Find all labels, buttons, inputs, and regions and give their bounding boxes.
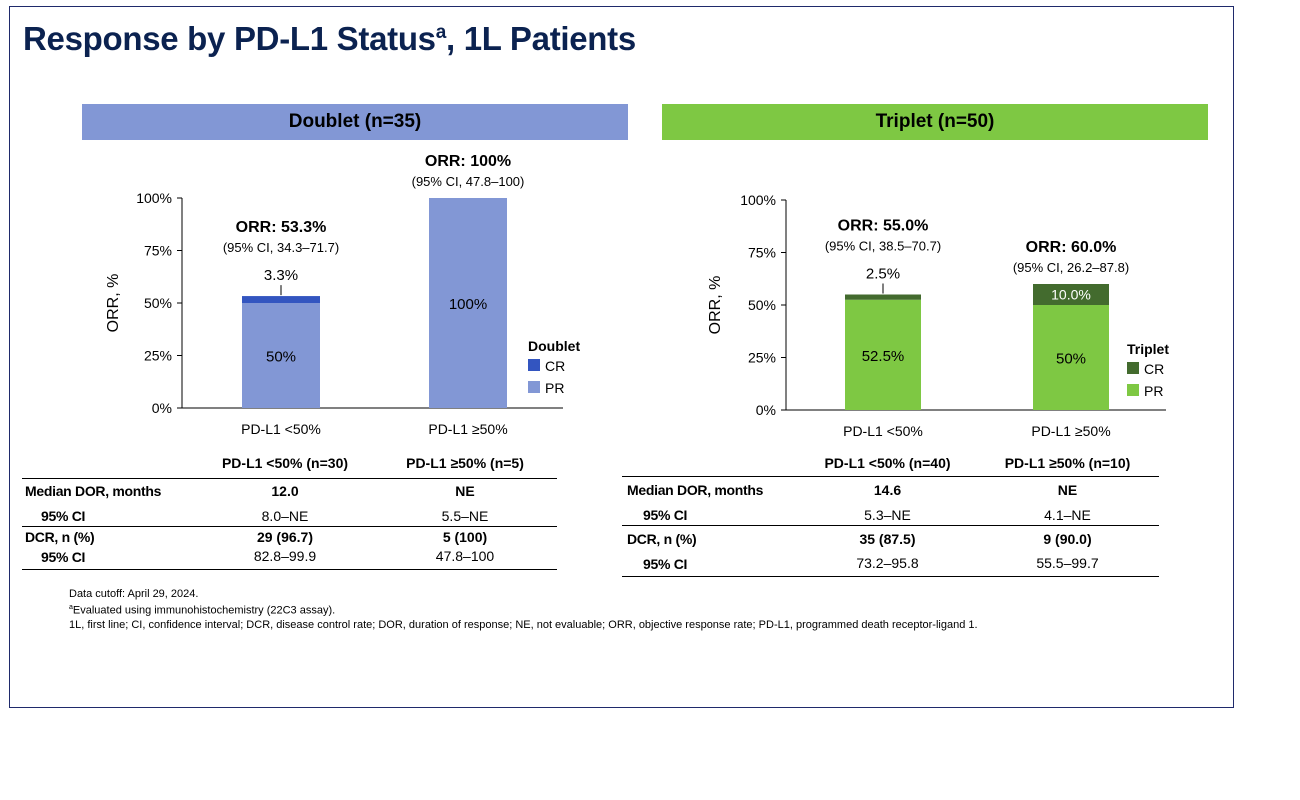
y-tick-label: 100% xyxy=(136,190,172,206)
table-cell: 29 (96.7) xyxy=(256,529,314,545)
table-cell: 82.8–99.9 xyxy=(253,548,317,564)
legend-label-cr: CR xyxy=(1144,361,1164,377)
slide-frame xyxy=(9,6,1234,708)
bar-pr xyxy=(1033,305,1109,410)
title-tail: , 1L Patients xyxy=(446,20,636,57)
triplet-banner: Triplet (n=50) xyxy=(662,104,1208,140)
table-row-label: DCR, n (%) xyxy=(627,531,697,547)
cr-data-label: 3.3% xyxy=(264,267,298,284)
table-cell: 35 (87.5) xyxy=(859,531,916,547)
footnotes: Data cutoff: April 29, 2024. aEvaluated … xyxy=(69,587,978,632)
table-cell: 4.1–NE xyxy=(1044,507,1091,523)
legend-swatch-cr xyxy=(1127,362,1139,374)
y-tick-label: 75% xyxy=(748,245,776,261)
triplet-col-header: PD-L1 ≥50% (n=10) xyxy=(1004,455,1131,471)
y-tick-label: 25% xyxy=(144,348,172,364)
table-cell: 47.8–100 xyxy=(435,548,495,564)
pr-data-label: 50% xyxy=(1056,351,1086,368)
table-divider xyxy=(622,525,1159,526)
ci-label: (95% CI, 47.8–100) xyxy=(412,174,525,189)
table-cell: NE xyxy=(455,483,475,499)
table-cell: 5.3–NE xyxy=(864,507,911,523)
y-tick-label: 0% xyxy=(152,400,172,416)
title-superscript: a xyxy=(435,22,447,43)
cr-data-label: 2.5% xyxy=(866,266,900,283)
legend-swatch-pr xyxy=(1127,384,1139,396)
table-cell: 9 (90.0) xyxy=(1043,531,1092,547)
table-row-label: Median DOR, months xyxy=(627,482,764,498)
table-row-label: DCR, n (%) xyxy=(25,529,95,545)
y-axis-title: ORR, % xyxy=(105,274,122,333)
bar-pr xyxy=(242,303,320,408)
x-tick-label: PD-L1 ≥50% xyxy=(428,421,507,437)
pr-data-label: 100% xyxy=(449,296,487,313)
table-row-label: 95% CI xyxy=(643,507,688,523)
y-tick-label: 50% xyxy=(144,295,172,311)
bar-pr xyxy=(845,299,921,410)
table-cell: 73.2–95.8 xyxy=(856,555,919,571)
title-main: Response by PD-L1 Status xyxy=(23,20,436,57)
ci-label: (95% CI, 26.2–87.8) xyxy=(1013,260,1129,275)
table-cell: 5 (100) xyxy=(442,529,488,545)
table-divider xyxy=(622,576,1159,577)
y-tick-label: 50% xyxy=(748,297,776,313)
table-divider xyxy=(22,526,557,527)
footnote-a: aEvaluated using immunohistochemistry (2… xyxy=(69,601,978,618)
legend-label-cr: CR xyxy=(545,358,565,374)
orr-label: ORR: 100% xyxy=(425,153,511,170)
legend-label-pr: PR xyxy=(545,380,564,396)
doublet-chart: 0% 25% 50% 75% 100% ORR, % 50% 3.3% (95% CI, 34.… xyxy=(105,153,580,437)
footnote-a-marker: a xyxy=(69,604,73,611)
table-cell: 12.0 xyxy=(271,483,299,499)
x-tick-label: PD-L1 ≥50% xyxy=(1031,423,1110,439)
table-cell: 8.0–NE xyxy=(261,508,309,524)
legend-swatch-pr xyxy=(528,381,540,393)
legend-title: Triplet xyxy=(1127,341,1169,357)
page-title: Response by PD-L1 Statusa, 1L Patients xyxy=(23,20,636,58)
table-cell: 55.5–99.7 xyxy=(1036,555,1099,571)
pr-data-label: 52.5% xyxy=(862,348,905,365)
orr-label: ORR: 55.0% xyxy=(838,218,929,235)
doublet-col-header: PD-L1 <50% (n=30) xyxy=(221,455,349,471)
x-tick-label: PD-L1 <50% xyxy=(843,423,923,439)
cr-data-label: 10.0% xyxy=(1051,287,1091,303)
table-divider xyxy=(622,476,1159,477)
bar-cr xyxy=(1033,284,1109,305)
triplet-col-header: PD-L1 <50% (n=40) xyxy=(824,455,951,471)
doublet-banner: Doublet (n=35) xyxy=(82,104,628,140)
footnote-cutoff: Data cutoff: April 29, 2024. xyxy=(69,588,199,600)
table-divider xyxy=(22,478,557,479)
y-axis-title: ORR, % xyxy=(707,276,724,335)
x-tick-label: PD-L1 <50% xyxy=(241,421,321,437)
orr-label: ORR: 60.0% xyxy=(1026,239,1117,256)
pr-data-label: 50% xyxy=(266,349,296,366)
table-cell: 5.5–NE xyxy=(441,508,489,524)
table-divider xyxy=(22,569,557,570)
legend-swatch-cr xyxy=(528,359,540,371)
legend-label-pr: PR xyxy=(1144,383,1163,399)
bar-pr xyxy=(429,198,507,408)
table-cell: 14.6 xyxy=(873,482,902,498)
y-tick-label: 25% xyxy=(748,350,776,366)
bar-cr xyxy=(242,296,320,303)
table-row-label: 95% CI xyxy=(41,549,86,565)
footnote-abbreviations: 1L, first line; CI, confidence interval;… xyxy=(69,618,978,631)
doublet-col-header: PD-L1 ≥50% (n=5) xyxy=(406,455,524,471)
table-row-label: 95% CI xyxy=(41,508,86,524)
orr-label: ORR: 53.3% xyxy=(236,219,327,236)
y-tick-label: 100% xyxy=(740,192,776,208)
table-row-label: Median DOR, months xyxy=(25,483,162,499)
table-row-label: 95% CI xyxy=(643,556,688,572)
y-tick-label: 75% xyxy=(144,243,172,259)
table-cell: NE xyxy=(1057,482,1078,498)
triplet-chart: 0% 25% 50% 75% 100% ORR, % 52.5% 2.5% (95% CI, 3… xyxy=(707,192,1169,439)
footnote-a-text: Evaluated using immunohistochemistry (22… xyxy=(72,604,336,617)
ci-label: (95% CI, 38.5–70.7) xyxy=(825,239,941,254)
ci-label: (95% CI, 34.3–71.7) xyxy=(223,240,339,255)
legend-title: Doublet xyxy=(528,338,580,354)
bar-cr xyxy=(845,294,921,300)
y-tick-label: 0% xyxy=(756,402,776,418)
